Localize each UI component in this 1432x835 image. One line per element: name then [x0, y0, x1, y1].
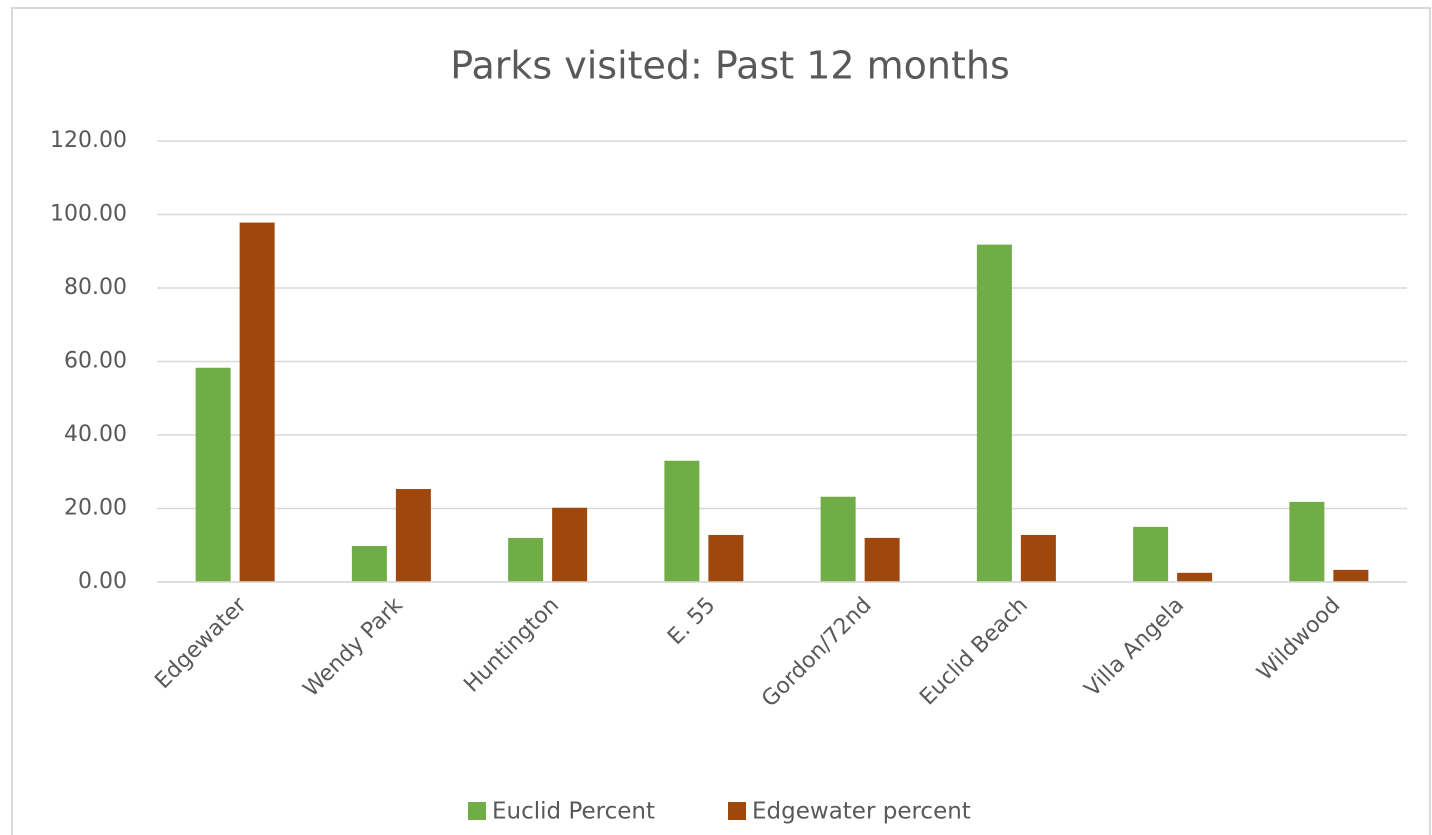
y-tick-label: 60.00 — [64, 349, 127, 374]
bar — [552, 507, 588, 582]
y-tick-label: 20.00 — [64, 496, 127, 521]
bar — [351, 545, 387, 582]
bar — [708, 534, 744, 582]
bar — [1333, 569, 1369, 582]
bar — [820, 496, 856, 582]
bar — [239, 222, 275, 582]
y-tick-label: 80.00 — [64, 275, 127, 300]
legend-label: Euclid Percent — [492, 799, 655, 825]
legend-label: Edgewater percent — [752, 799, 971, 825]
y-tick-label: 40.00 — [64, 422, 127, 447]
legend-swatch — [468, 802, 486, 820]
y-tick-label: 0.00 — [78, 569, 127, 594]
y-tick-label: 120.00 — [50, 128, 127, 153]
bar — [1133, 526, 1169, 582]
bar — [664, 460, 700, 582]
bar — [395, 489, 431, 582]
bar — [976, 244, 1012, 582]
bar — [1177, 572, 1213, 582]
bar — [1289, 501, 1325, 582]
bar — [1020, 534, 1056, 582]
bar — [864, 537, 900, 582]
chart-title: Parks visited: Past 12 months — [450, 44, 1010, 88]
bar — [508, 537, 544, 582]
bar — [195, 367, 231, 582]
y-tick-label: 100.00 — [50, 202, 127, 227]
legend-swatch — [728, 802, 746, 820]
